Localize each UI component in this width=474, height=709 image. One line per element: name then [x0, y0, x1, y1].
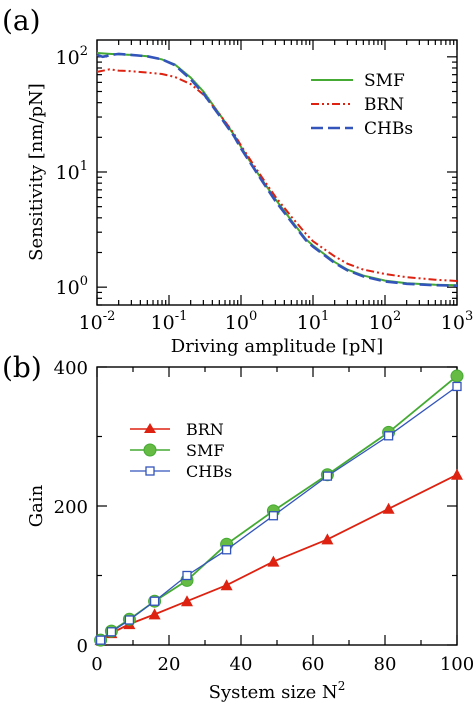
b-marker-brn — [382, 502, 395, 514]
b-y-tick-label: 0 — [77, 636, 88, 657]
panel-b-legend: BRN SMF CHBs — [130, 420, 232, 481]
panel-a-legend: SMF BRN CHBs — [311, 71, 413, 139]
a-y-tick-label: 102 — [56, 44, 88, 69]
panel-a-label: (a) — [2, 4, 41, 37]
legend-marker-square — [145, 466, 155, 476]
b-x-tick-label: 80 — [374, 654, 397, 675]
tick-base: 10 — [441, 312, 465, 334]
b-series-line-chbs — [100, 385, 458, 641]
b-marker-brn — [321, 533, 334, 545]
legend-marker-triangle — [144, 423, 156, 433]
b-marker-chbs — [182, 570, 192, 581]
b-marker-chbs — [106, 627, 117, 637]
tick-exponent: 0 — [80, 274, 88, 289]
tick-exponent: 0 — [249, 309, 257, 324]
b-series-line-brn — [100, 473, 458, 641]
b-marker-smf — [450, 369, 464, 383]
panel-b-x-axis-label: System size N2 — [209, 679, 346, 703]
b-marker-chbs — [149, 596, 160, 606]
b-marker-chbs — [95, 635, 106, 645]
b-x-tick-label: 20 — [158, 654, 181, 675]
tick-base: 10 — [56, 277, 80, 299]
b-x-tick-label: 100 — [440, 654, 474, 675]
panel-a-ticks — [96, 40, 458, 306]
b-marker-chbs — [322, 471, 333, 481]
b-x-tick-label: 40 — [230, 654, 253, 675]
b-marker-brn — [181, 595, 193, 607]
b-marker-chbs — [452, 381, 462, 392]
a-series-line-chbs — [96, 52, 458, 287]
tick-base: 10 — [56, 162, 80, 184]
legend-label-chbs: CHBs — [364, 119, 413, 139]
tick-base: 10 — [225, 312, 249, 334]
b-marker-chbs — [268, 511, 279, 521]
a-x-tick-label: 10-1 — [151, 309, 188, 334]
a-x-tick-label: 102 — [369, 309, 401, 334]
tick-base: 10 — [369, 312, 393, 334]
legend-label-smf: SMF — [364, 71, 405, 91]
b-y-tick-label: 400 — [54, 358, 88, 379]
b-marker-brn — [148, 608, 161, 620]
tick-exponent: -2 — [103, 309, 116, 324]
tick-exponent: 3 — [465, 309, 473, 324]
tick-base: 10 — [79, 312, 103, 334]
legend-label-smf: SMF — [186, 441, 224, 460]
b-marker-brn — [220, 579, 233, 591]
tick-exponent: 2 — [393, 309, 401, 324]
panel-b-y-axis-label: Gain — [26, 484, 47, 527]
b-x-tick-label: 0 — [91, 654, 102, 675]
legend-label-brn: BRN — [186, 420, 224, 439]
a-y-tick-label: 101 — [56, 159, 88, 184]
legend-marker-circle — [143, 443, 157, 457]
panel-b-series — [94, 369, 464, 647]
panel-a-x-axis-label: Driving amplitude [pN] — [171, 336, 383, 357]
panel-b-x-tick-labels: 0 20 40 60 80 100 — [91, 654, 474, 675]
b-marker-chbs — [124, 615, 135, 625]
tick-exponent: 1 — [321, 309, 329, 324]
b-marker-chbs — [383, 431, 394, 441]
b-marker-brn — [267, 555, 280, 567]
panel-b-y-tick-labels: 0 200 400 — [54, 358, 88, 657]
tick-base: 10 — [151, 312, 175, 334]
tick-exponent: 1 — [80, 159, 88, 174]
panel-a-x-tick-labels: 10-2 10-1 100 101 102 103 — [79, 309, 474, 334]
legend-label-chbs: CHBs — [186, 462, 232, 481]
panel-a-series — [96, 52, 458, 287]
tick-base: 10 — [297, 312, 321, 334]
a-x-tick-label: 10-2 — [79, 309, 116, 334]
b-x-tick-label: 60 — [302, 654, 325, 675]
tick-exponent: -1 — [175, 309, 188, 324]
a-y-tick-label: 100 — [56, 274, 88, 299]
a-x-tick-label: 101 — [297, 309, 329, 334]
a-x-tick-label: 103 — [441, 309, 473, 334]
panel-b-label: (b) — [2, 351, 42, 384]
a-x-tick-label: 100 — [225, 309, 257, 334]
tick-base: 10 — [56, 47, 80, 69]
legend-label-brn: BRN — [364, 95, 404, 115]
b-marker-brn — [451, 468, 463, 480]
panel-a-y-axis-label: Sensitivity [nm/pN] — [26, 83, 47, 261]
b-y-tick-label: 200 — [54, 497, 88, 518]
b-marker-chbs — [221, 545, 232, 555]
tick-exponent: 2 — [80, 44, 88, 59]
